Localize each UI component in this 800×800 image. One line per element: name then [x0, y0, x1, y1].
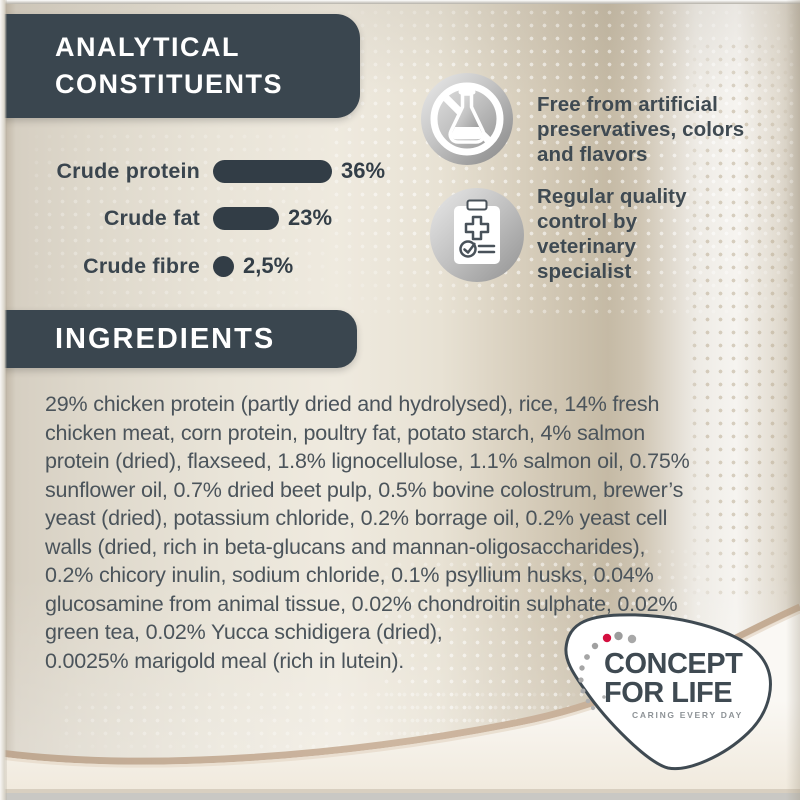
pouch-top-edge: [0, 0, 800, 4]
brand-tagline: CARING EVERY DAY: [632, 710, 743, 720]
row-label: Crude protein: [56, 158, 200, 183]
concept-for-life-logo: CONCEPT FOR LIFE CARING EVERY DAY: [550, 598, 790, 788]
pouch-left-edge: [0, 0, 7, 800]
brand-dots-arc: [578, 631, 637, 711]
brand-name-line1: CONCEPT: [604, 648, 743, 680]
claim-free-from-artificial: Free from artificial preservatives, colo…: [537, 93, 745, 166]
halftone-dots: [688, 40, 792, 600]
ingredients-header: INGREDIENTS: [0, 310, 357, 368]
pouch-right-edge: [786, 0, 800, 800]
analytical-row-protein: Crude protein 36%: [0, 152, 430, 190]
row-label: Crude fibre: [83, 253, 200, 278]
analytical-row-fat: Crude fat 23%: [0, 199, 430, 237]
ingredients-text: 29% chicken protein (partly dried and hy…: [45, 392, 690, 673]
veterinary-clipboard-icon: [430, 188, 524, 287]
protein-bar: [213, 159, 332, 183]
fibre-dot: [213, 255, 234, 277]
brand-name-line2: FOR LIFE: [604, 677, 733, 709]
row-value: 2,5%: [243, 253, 294, 278]
logo-pick-shape: [564, 613, 772, 771]
analytical-constituents-header: ANALYTICAL CONSTITUENTS: [0, 14, 360, 118]
row-value: 36%: [341, 158, 386, 183]
analytical-row-fibre: Crude fibre 2,5%: [0, 247, 430, 285]
row-label: Crude fat: [103, 205, 200, 230]
no-artificial-flask-icon: [421, 73, 513, 170]
claim-quality-control: Regular quality control by veterinary sp…: [537, 185, 687, 283]
fat-bar: [213, 206, 279, 230]
row-value: 23%: [288, 205, 333, 230]
